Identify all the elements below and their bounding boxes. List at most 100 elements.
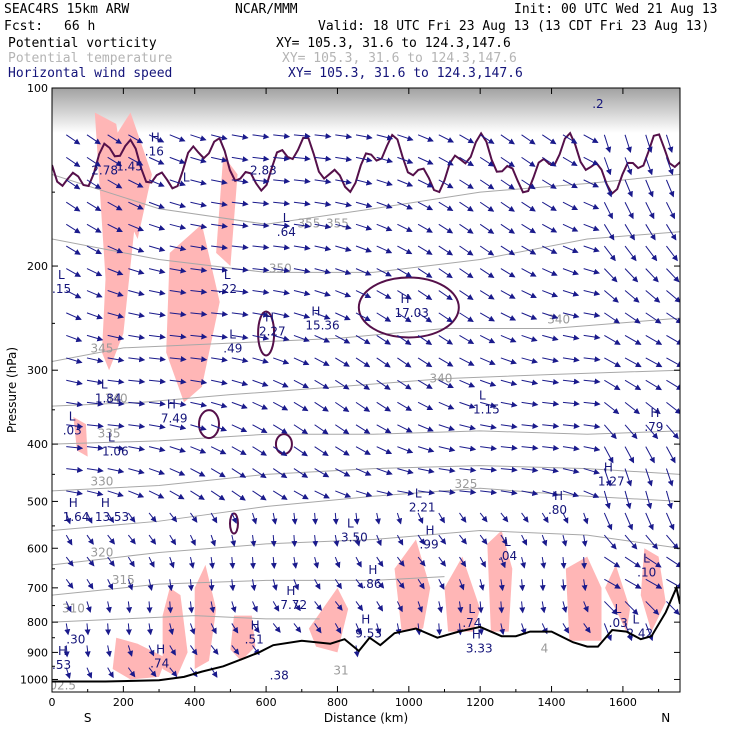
wind-vector-582 — [562, 378, 580, 385]
stratosphere-shading — [52, 88, 680, 133]
wind-vector-88 — [128, 423, 146, 430]
wind-vector-113 — [148, 423, 166, 430]
wind-vector-326 — [335, 334, 351, 344]
wind-vector-255 — [273, 289, 290, 296]
wind-vector-85 — [128, 356, 146, 363]
field-xy-theta: XY= 105.3, 31.6 to 124.3,147.6 — [282, 51, 517, 66]
wind-vector-256 — [273, 312, 290, 319]
theta-contour-340 — [52, 369, 680, 407]
wind-vector-115 — [148, 468, 166, 476]
wind-vector-127 — [169, 179, 186, 187]
wind-vector-513 — [500, 379, 518, 387]
wind-vector-51 — [107, 156, 123, 167]
extremum-kind-12: L — [101, 377, 108, 391]
extremum-value-6: .15 — [52, 282, 71, 296]
wind-vector-197 — [210, 623, 217, 635]
wind-vector-477 — [457, 601, 464, 614]
extremum-value-27: .86 — [362, 577, 381, 591]
wind-vector-155 — [190, 244, 208, 251]
wind-vector-577 — [562, 268, 579, 276]
wind-vector-316 — [314, 623, 322, 634]
wind-vector-660 — [624, 578, 642, 589]
wind-vector-308 — [314, 446, 329, 457]
wind-vector-182 — [211, 288, 229, 295]
wind-vector-112 — [148, 400, 166, 407]
wind-vector-159 — [190, 333, 208, 340]
wind-vector-537 — [521, 400, 539, 407]
wind-vector-119 — [148, 556, 155, 568]
wind-vector-553 — [542, 245, 558, 254]
wind-vector-381 — [374, 512, 381, 525]
wind-vector-443 — [438, 357, 454, 367]
wind-vector-264 — [272, 490, 288, 500]
wind-vector-208 — [231, 311, 249, 318]
wind-vector-61 — [107, 378, 125, 385]
wind-vector-556 — [542, 312, 559, 320]
wind-vector-96 — [126, 601, 133, 614]
wind-vector-324 — [335, 290, 352, 298]
wind-vector-428 — [417, 534, 425, 546]
org-name: NCAR/MMM — [235, 2, 298, 17]
wind-vector-575 — [562, 223, 579, 232]
wind-vector-215 — [231, 468, 247, 478]
extremum-kind-19: L — [415, 486, 422, 500]
pv-contour-label-0: .2 — [592, 97, 603, 111]
extremum-kind-32: L — [632, 613, 639, 627]
wind-vector-531 — [521, 268, 537, 277]
wind-vector-424 — [417, 446, 435, 453]
wind-vector-558 — [542, 357, 559, 364]
extremum-value-11: .49 — [223, 341, 242, 355]
wind-vector-120 — [147, 579, 154, 591]
wind-vector-76 — [128, 156, 144, 166]
wind-vector-536 — [521, 379, 539, 386]
wind-vector-391 — [397, 223, 413, 232]
wind-vector-516 — [500, 444, 518, 451]
field-name-wind: Horizontal wind speed — [8, 66, 173, 81]
wind-vector-503 — [500, 156, 515, 167]
wind-vector-564 — [542, 490, 559, 497]
wind-vector-472 — [459, 489, 477, 495]
wind-vector-128 — [169, 201, 187, 209]
wind-vector-688 — [665, 179, 675, 198]
extremum-value-20: .80 — [548, 503, 567, 517]
wind-vector-202 — [231, 178, 249, 185]
pv-closed-contour-1 — [357, 276, 460, 339]
wind-vector-367 — [376, 201, 393, 209]
wind-vector-415 — [417, 245, 433, 255]
wind-vector-446 — [438, 424, 455, 432]
wind-vector-469 — [459, 424, 476, 431]
wind-vector-67 — [107, 512, 115, 524]
wind-vector-526 — [521, 156, 536, 167]
wind-vector-484 — [479, 245, 495, 256]
wind-vector-650 — [624, 357, 642, 368]
wind-vector-440 — [438, 290, 453, 301]
wind-vector-400 — [397, 424, 413, 433]
wind-vector-656 — [624, 490, 632, 510]
wind-vector-519 — [500, 512, 509, 523]
wind-vector-140 — [169, 468, 186, 476]
wind-vector-26 — [86, 156, 102, 167]
wind-vector-561 — [542, 422, 560, 429]
wind-vector-102 — [148, 179, 165, 187]
wind-vector-398 — [397, 379, 412, 390]
wind-vector-639 — [603, 623, 612, 642]
wind-vector-690 — [666, 224, 677, 241]
wind-vector-210 — [231, 357, 249, 364]
wind-vector-466 — [459, 357, 475, 366]
wind-vector-351 — [355, 379, 371, 390]
wind-vector-186 — [211, 379, 228, 386]
wind-vector-487 — [479, 312, 495, 322]
wind-vector-361 — [355, 601, 364, 612]
wind-vector-511 — [500, 334, 517, 343]
extremum-value-26: .10 — [637, 566, 656, 580]
wind-vector-515 — [500, 423, 518, 430]
x-tick-label-1000: 1000 — [395, 696, 423, 709]
theta-contour-310 — [52, 615, 320, 623]
extremum-value-36: .53 — [52, 658, 71, 672]
pv-shaded-region-15 — [640, 548, 666, 632]
wind-vector-617 — [603, 134, 612, 153]
wind-vector-419 — [417, 334, 433, 345]
wind-vector-524 — [499, 623, 506, 636]
wind-vector-343 — [355, 201, 373, 209]
wind-vector-504 — [500, 179, 515, 190]
